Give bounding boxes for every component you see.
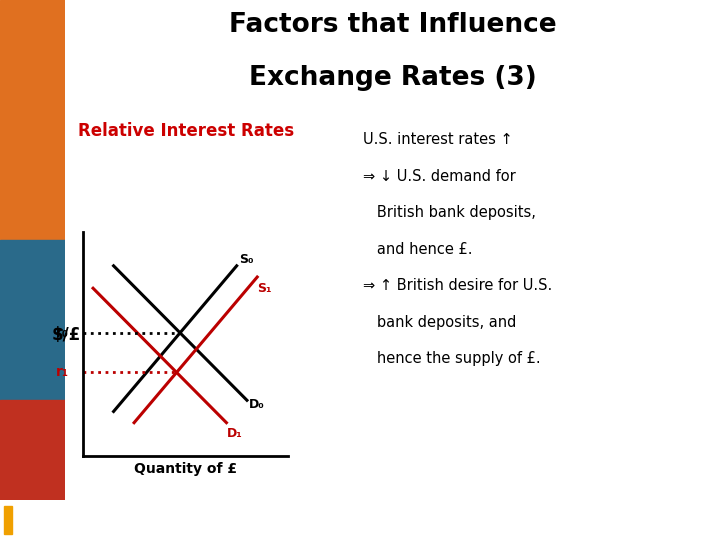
Text: D₁: D₁ [226,427,242,440]
Text: SOUTH-WESTERN: SOUTH-WESTERN [14,509,98,518]
Text: r₀: r₀ [55,326,68,340]
Text: Factors that Influence: Factors that Influence [228,12,557,38]
Text: hence the supply of £.: hence the supply of £. [363,351,541,366]
Bar [0,240,65,400]
Text: bank deposits, and: bank deposits, and [363,315,516,330]
Text: D₀: D₀ [249,399,265,411]
Text: U.S. interest rates ↑: U.S. interest rates ↑ [363,132,513,147]
Text: Relative Interest Rates: Relative Interest Rates [78,123,294,140]
Text: ⇒ ↑ British desire for U.S.: ⇒ ↑ British desire for U.S. [363,278,552,293]
Text: CENGAGE Learning: CENGAGE Learning [14,523,88,532]
Bar [0,0,65,240]
Text: and hence £.: and hence £. [363,242,472,256]
Text: British bank deposits,: British bank deposits, [363,205,536,220]
Bar [0,400,65,500]
Text: S₀: S₀ [239,253,253,266]
Text: International Financial Management, 2nd edition
Jeff Madura and Roland Fox
ISBN : International Financial Management, 2nd … [243,505,477,535]
Text: S₁: S₁ [257,281,271,294]
Y-axis label: $/£: $/£ [52,326,81,345]
X-axis label: Quantity of £: Quantity of £ [134,462,237,476]
Text: Exchange Rates (3): Exchange Rates (3) [248,65,536,91]
Bar [4,505,12,534]
Text: r₁: r₁ [55,366,68,380]
Text: ⇒ ↓ U.S. demand for: ⇒ ↓ U.S. demand for [363,169,516,184]
